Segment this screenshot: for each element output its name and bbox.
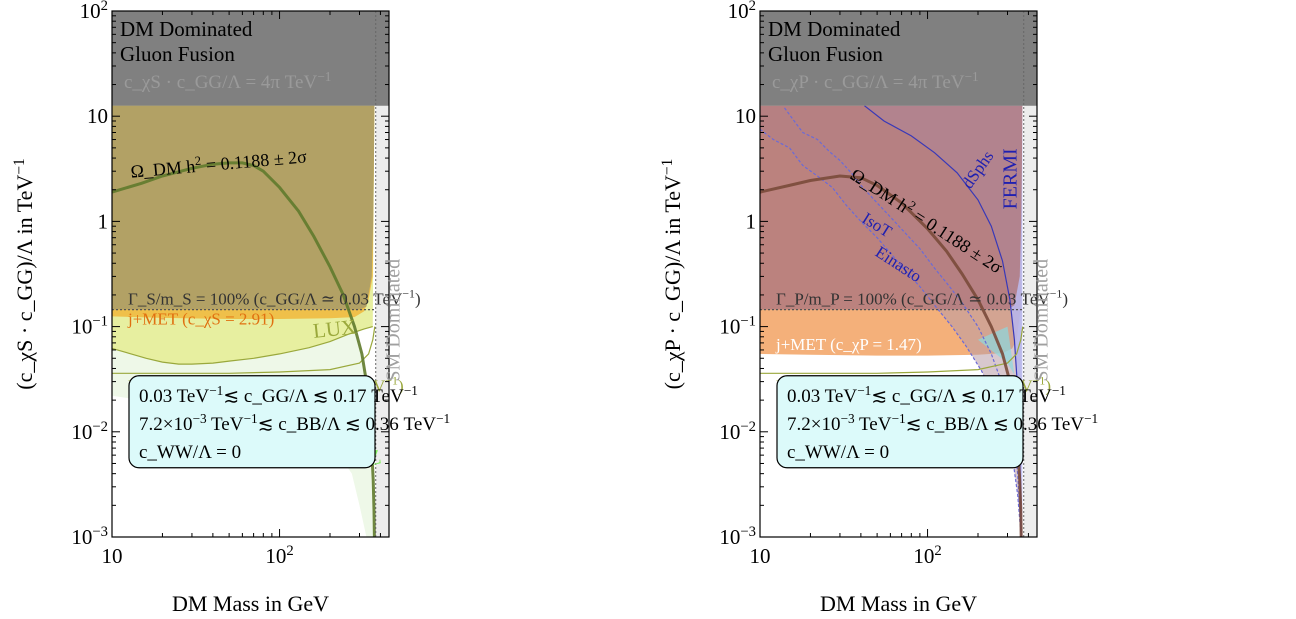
parameter-line: 0.03 TeV−1≲ c_GG/Λ ≲ 0.17 TeV−1 (787, 382, 1066, 407)
perturbativity-label: c_χP · c_GG/Λ = 4π TeV−1 (772, 69, 979, 94)
plot-frame (759, 10, 1038, 538)
isot-curve (784, 107, 1022, 529)
ticks (111, 10, 389, 538)
x-axis-label: DM Mass in GeV (820, 591, 977, 616)
y-tick-label: 1 (98, 209, 109, 233)
width-excluded-region (112, 105, 375, 310)
x-tick-label: 102 (913, 543, 941, 568)
gluon-fusion-label: Gluon Fusion (120, 42, 235, 66)
left-panel: 10−3 10−2 10−1 1 10 102 10 102 DM Mass in GeV (c_… (11, 0, 451, 616)
width-6-curve (112, 326, 376, 374)
jmet-label: j+MET (c_χP = 1.47) (775, 335, 922, 354)
y-tick-label: 10−1 (719, 314, 756, 339)
sm-dominated-band (375, 11, 389, 537)
plot-frame (111, 10, 390, 538)
jmet-label: j+MET (c_χS = 2.91) (127, 310, 274, 329)
plot-area (112, 11, 389, 537)
width-100-label: Γ_S/m_S = 100% (c_GG/Λ ≃ 0.03 TeV−1) (128, 287, 421, 309)
y-tick-label: 1 (746, 209, 757, 233)
sm-dominated-label: SM Dominated (1031, 259, 1053, 382)
dm-dominated-band (760, 11, 1037, 106)
sm-dominated-band (1023, 11, 1037, 537)
parameter-line: c_WW/Λ = 0 (787, 442, 889, 463)
y-tick-label: 10−1 (71, 314, 108, 339)
x-tick-label: 10 (750, 544, 771, 568)
gluon-fusion-label: Gluon Fusion (768, 42, 883, 66)
y-tick-label: 10 (87, 104, 108, 128)
plot-area (760, 11, 1037, 537)
width-excluded-region (760, 105, 1023, 310)
y-tick-label: 10−3 (719, 524, 756, 549)
x-axis-label: DM Mass in GeV (172, 591, 329, 616)
lux-curve (112, 326, 373, 365)
x-tick-label: 10 (102, 544, 123, 568)
cyan-region (977, 326, 1015, 375)
dm-dominated-label: DM Dominated (768, 17, 901, 41)
y-tick-label: 102 (728, 0, 756, 23)
parameter-line: c_WW/Λ = 0 (139, 442, 241, 463)
dm-dominated-band (112, 11, 389, 106)
x-tick-label: 102 (265, 543, 293, 568)
y-axis-label: (c_χS · c_GG)/Λ in TeV−1 (11, 158, 38, 389)
y-tick-label: 102 (80, 0, 108, 23)
y-tick-label: 10−2 (71, 419, 108, 444)
fermi-label: FERMI (999, 148, 1021, 209)
y-tick-label: 10−3 (71, 524, 108, 549)
parameter-box (776, 375, 1024, 469)
right-panel: 10−3 10−2 10−1 1 10 102 10 102 DM Mass in GeV (c_… (659, 0, 1099, 616)
parameter-line: 7.2×10−3 TeV−1≲ c_BB/Λ ≲ 0.36 TeV−1 (139, 410, 450, 435)
y-tick-label: 10 (735, 104, 756, 128)
lux-label: LUX (312, 315, 357, 343)
perturbativity-label: c_χS · c_GG/Λ = 4π TeV−1 (124, 69, 331, 94)
dm-dominated-label: DM Dominated (120, 17, 253, 41)
parameter-line: 0.03 TeV−1≲ c_GG/Λ ≲ 0.17 TeV−1 (139, 382, 418, 407)
parameter-line: 7.2×10−3 TeV−1≲ c_BB/Λ ≲ 0.36 TeV−1 (787, 410, 1098, 435)
parameter-box (128, 375, 376, 469)
ticks (759, 10, 1037, 538)
width-6-curve (760, 326, 1024, 374)
y-tick-label: 10−2 (719, 419, 756, 444)
sm-dominated-label: SM Dominated (383, 259, 405, 382)
y-axis-label: (c_χP · c_GG)/Λ in TeV−1 (659, 159, 686, 390)
width-100-label: Γ_P/m_P = 100% (c_GG/Λ ≃ 0.03 TeV−1) (776, 287, 1068, 309)
